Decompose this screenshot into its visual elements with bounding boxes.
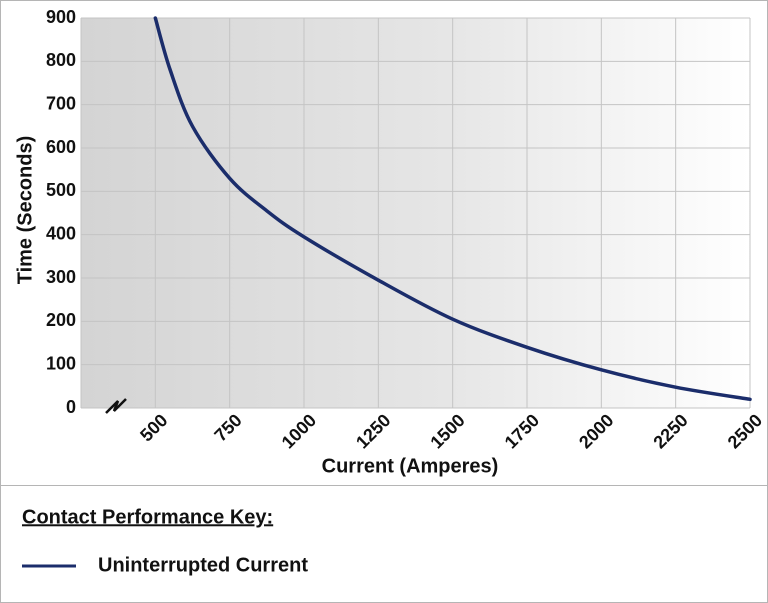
x-axis-title: Current (Amperes): [322, 455, 499, 477]
y-tick-label: 400: [46, 223, 76, 243]
legend-label: Uninterrupted Current: [98, 554, 308, 576]
y-tick-label: 500: [46, 180, 76, 200]
y-tick-label: 800: [46, 50, 76, 70]
y-axis-title: Time (Seconds): [14, 136, 36, 285]
y-tick-label: 700: [46, 93, 76, 113]
y-tick-label: 900: [46, 7, 76, 27]
y-tick-label: 200: [46, 310, 76, 330]
y-tick-label: 0: [66, 397, 76, 417]
axis-break: [105, 398, 127, 414]
legend-title: Contact Performance Key:: [22, 506, 273, 528]
series-line: [153, 16, 752, 402]
y-tick-label: 300: [46, 267, 76, 287]
plot-area: [81, 18, 750, 408]
y-tick-label: 100: [46, 353, 76, 373]
y-tick-label: 600: [46, 137, 76, 157]
